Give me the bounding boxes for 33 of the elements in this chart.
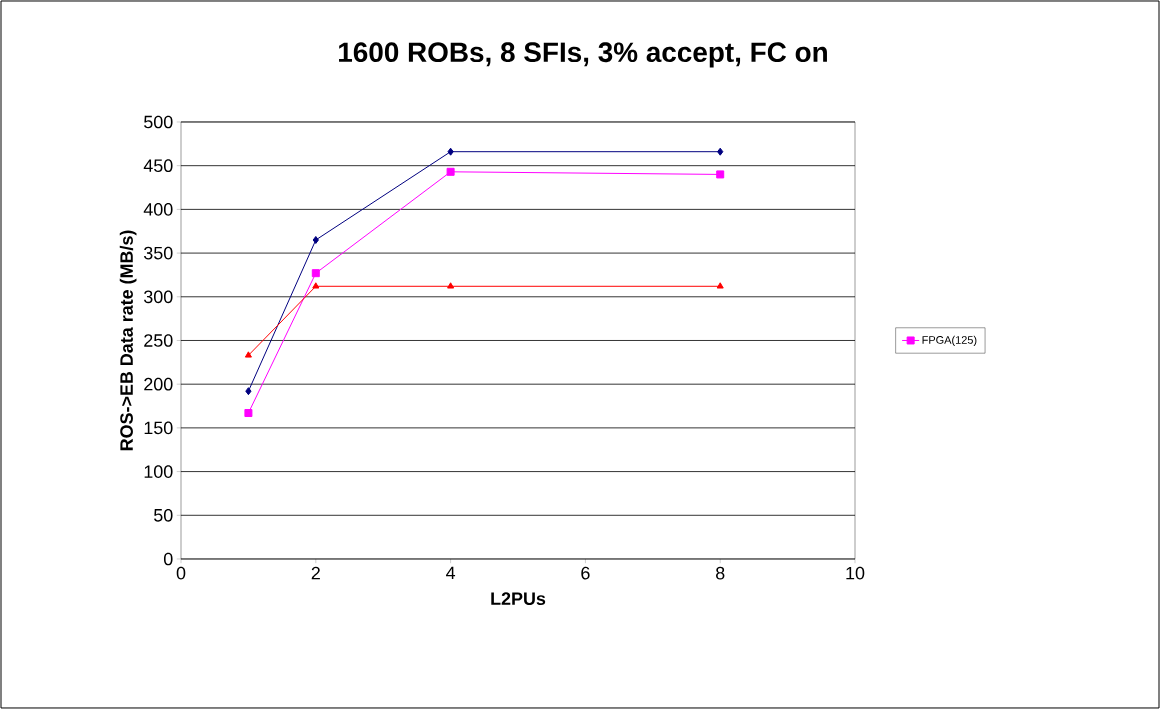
y-tick-label: 150 xyxy=(144,421,173,435)
point xyxy=(245,387,252,396)
y-tick-label: 250 xyxy=(144,334,173,347)
y-tick-label: 300 xyxy=(144,290,173,304)
point xyxy=(312,282,320,289)
point xyxy=(716,282,724,289)
y-tick-label: 0 xyxy=(163,552,173,566)
point xyxy=(244,409,253,418)
y-axis-title: ROS->EB Data rate (MB/s) xyxy=(119,230,137,451)
point xyxy=(717,147,724,156)
y-tick-label: 500 xyxy=(144,115,173,129)
point xyxy=(244,351,252,358)
x-axis-title: L2PUs xyxy=(491,592,546,605)
x-tick-label: 4 xyxy=(446,566,456,580)
point xyxy=(716,170,725,179)
y-tick-label: 200 xyxy=(144,377,173,391)
chart-title: 1600 ROBs, 8 SFIs, 3% accept, FC on xyxy=(339,42,827,68)
point xyxy=(447,147,454,156)
point xyxy=(446,167,455,176)
point xyxy=(311,269,320,278)
x-tick-label: 0 xyxy=(176,566,186,580)
point xyxy=(312,235,319,244)
y-tick-label: 50 xyxy=(154,508,173,522)
x-tick-label: 10 xyxy=(846,566,865,580)
x-tick-label: 6 xyxy=(581,566,590,580)
y-tick-label: 350 xyxy=(144,246,173,260)
point xyxy=(447,282,455,289)
y-tick-label: 400 xyxy=(143,203,173,216)
y-tick-label: 450 xyxy=(143,159,173,173)
y-tick-label: 100 xyxy=(144,465,173,478)
x-tick-label: 2 xyxy=(311,566,320,580)
x-tick-label: 8 xyxy=(716,566,725,580)
legend-label: FPGA(125) xyxy=(922,335,977,346)
